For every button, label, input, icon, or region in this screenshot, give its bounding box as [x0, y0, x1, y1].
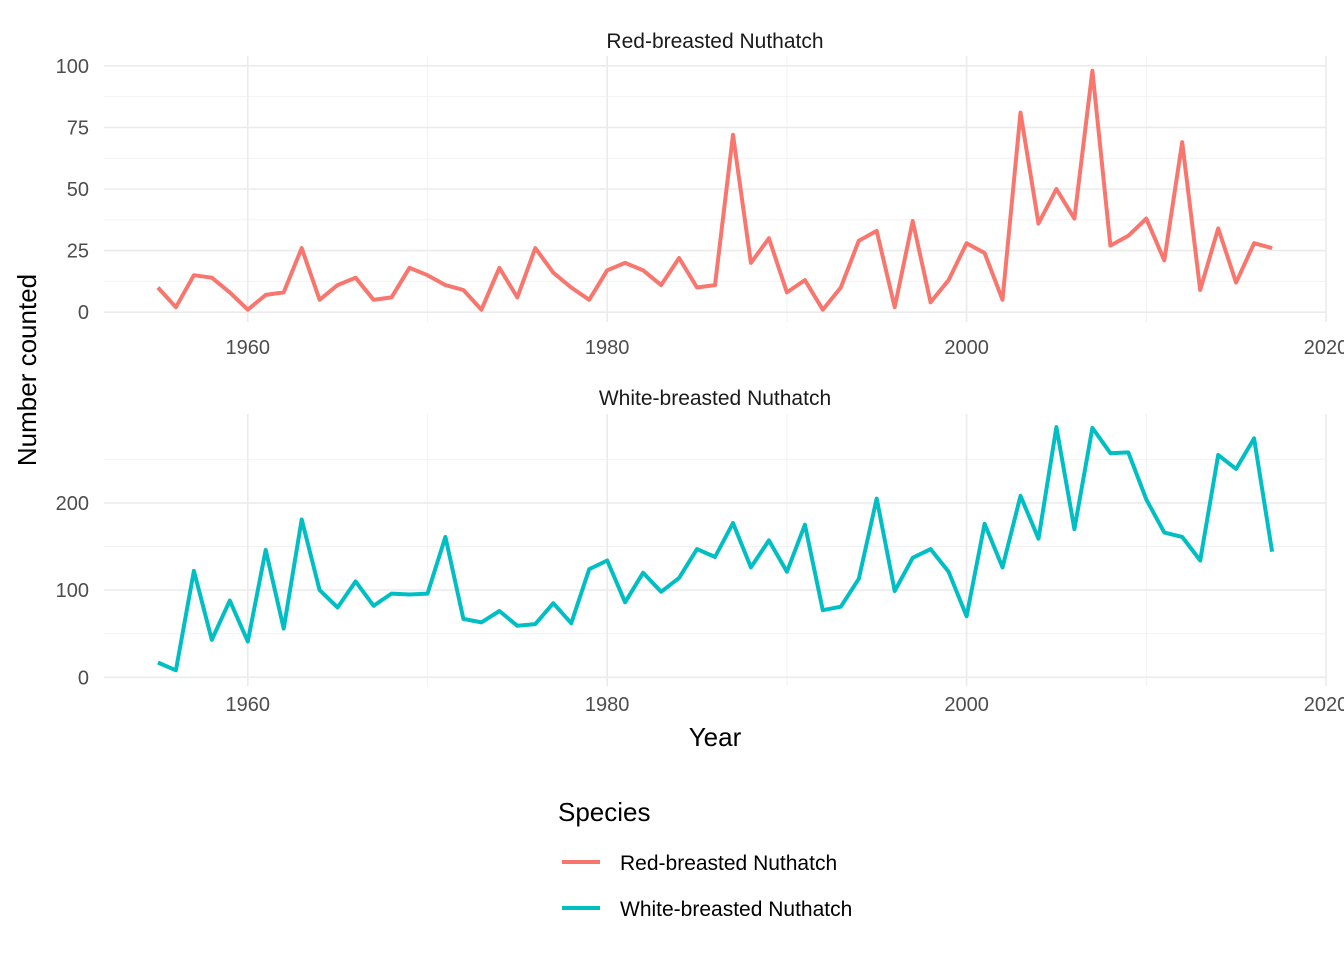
x-tick-label: 1980: [585, 694, 630, 716]
legend-title: Species: [558, 797, 651, 827]
y-tick-label: 0: [78, 667, 89, 689]
y-tick-label: 25: [67, 241, 89, 263]
legend: Species Red-breasted Nuthatch White-brea…: [558, 797, 852, 921]
legend-label-red-breasted: Red-breasted Nuthatch: [620, 852, 837, 875]
x-tick-label: 1980: [585, 337, 630, 359]
y-tick-label: 100: [56, 56, 89, 78]
y-tick-label: 50: [67, 179, 89, 201]
y-tick-label: 100: [56, 580, 89, 602]
y-tick-label: 0: [78, 302, 89, 324]
y-axis-title: Number counted: [12, 274, 42, 466]
x-tick-label: 2000: [944, 337, 989, 359]
legend-label-white-breasted: White-breasted Nuthatch: [620, 898, 852, 921]
x-tick-label: 2020: [1304, 694, 1344, 716]
y-tick-label: 200: [56, 493, 89, 515]
series-line-white-breasted: [157, 425, 1275, 673]
panel-white-breasted: White-breasted Nuthatch 0 100 200 1960 1980…: [56, 387, 1344, 716]
y-tick-labels: 0 100 200: [56, 493, 89, 689]
x-axis-title: Year: [689, 722, 742, 752]
x-tick-label: 2000: [944, 694, 989, 716]
series-line-red-breasted: [156, 68, 1273, 312]
y-tick-labels: 0 25 50 75 100: [56, 56, 89, 324]
y-tick-label: 75: [67, 117, 89, 139]
x-tick-labels: 1960 1980 2000 2020: [226, 694, 1344, 716]
x-tick-label: 1960: [226, 694, 271, 716]
x-tick-label: 2020: [1304, 337, 1344, 359]
panel-title: Red-breasted Nuthatch: [606, 30, 823, 53]
panel-grid: [104, 414, 1327, 686]
panel-grid: [104, 56, 1327, 322]
x-tick-label: 1960: [226, 337, 271, 359]
x-tick-labels: 1960 1980 2000 2020: [226, 337, 1344, 359]
panel-title: White-breasted Nuthatch: [599, 387, 831, 410]
panel-red-breasted: Red-breasted Nuthatch 0 25 50 75 100 1960 198…: [56, 30, 1344, 359]
